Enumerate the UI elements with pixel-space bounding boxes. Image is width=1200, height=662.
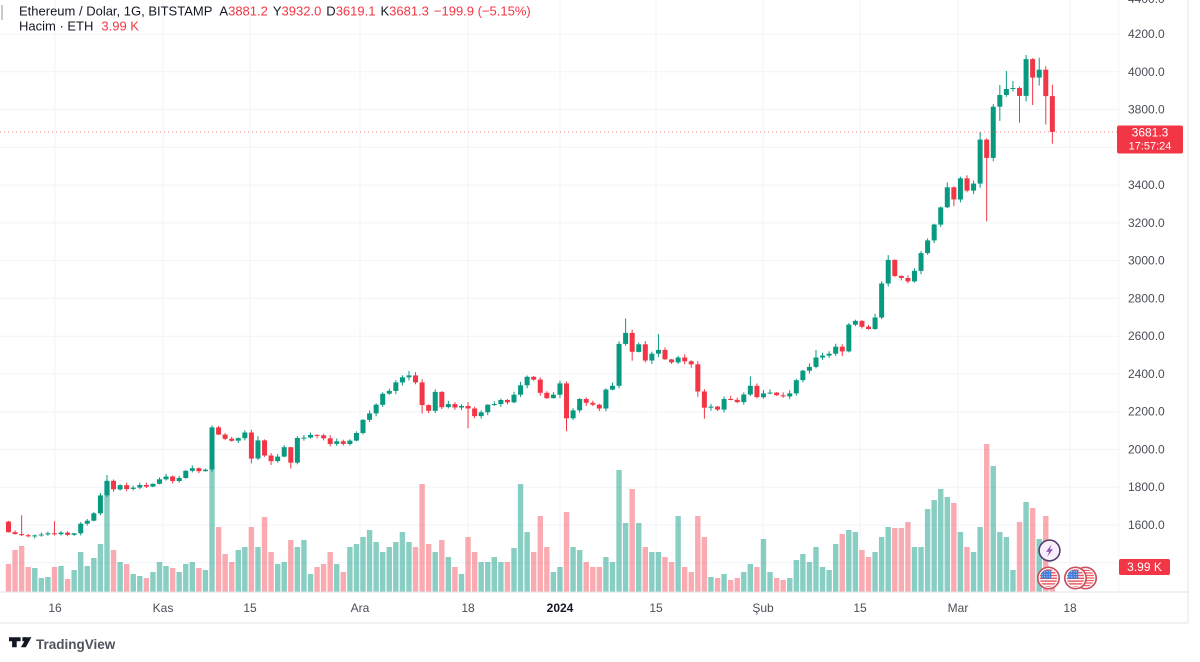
svg-text:2200.0: 2200.0 — [1128, 405, 1165, 419]
svg-text:4200.0: 4200.0 — [1128, 27, 1165, 41]
svg-text:Kas: Kas — [153, 601, 174, 615]
svg-text:Şub: Şub — [752, 601, 774, 615]
svg-text:3681.3: 3681.3 — [1132, 126, 1169, 140]
svg-text:16: 16 — [48, 601, 62, 615]
svg-text:2800.0: 2800.0 — [1128, 291, 1165, 305]
svg-text:Mar: Mar — [948, 601, 969, 615]
svg-text:15: 15 — [853, 601, 867, 615]
svg-text:2024: 2024 — [547, 601, 574, 615]
svg-text:TradingView: TradingView — [36, 637, 116, 652]
svg-text:2000.0: 2000.0 — [1128, 443, 1165, 457]
svg-text:3000.0: 3000.0 — [1128, 254, 1165, 268]
svg-text:3400.0: 3400.0 — [1128, 178, 1165, 192]
svg-text:4400.0: 4400.0 — [1128, 0, 1165, 6]
svg-text:3.99 K: 3.99 K — [1127, 560, 1162, 574]
svg-text:4000.0: 4000.0 — [1128, 65, 1165, 79]
svg-text:15: 15 — [243, 601, 257, 615]
svg-text:2400.0: 2400.0 — [1128, 367, 1165, 381]
svg-text:18: 18 — [461, 601, 475, 615]
svg-text:2600.0: 2600.0 — [1128, 329, 1165, 343]
svg-text:1800.0: 1800.0 — [1128, 480, 1165, 494]
svg-text:18: 18 — [1063, 601, 1077, 615]
svg-text:15: 15 — [649, 601, 663, 615]
svg-text:17:57:24: 17:57:24 — [1129, 141, 1172, 153]
svg-text:3800.0: 3800.0 — [1128, 103, 1165, 117]
svg-text:Ethereum / Dolar, 1G, BITSTAMP: Ethereum / Dolar, 1G, BITSTAMP A3881.2 Y39… — [19, 4, 531, 19]
svg-text:Ara: Ara — [351, 601, 370, 615]
svg-text:3200.0: 3200.0 — [1128, 216, 1165, 230]
svg-text:1600.0: 1600.0 — [1128, 518, 1165, 532]
